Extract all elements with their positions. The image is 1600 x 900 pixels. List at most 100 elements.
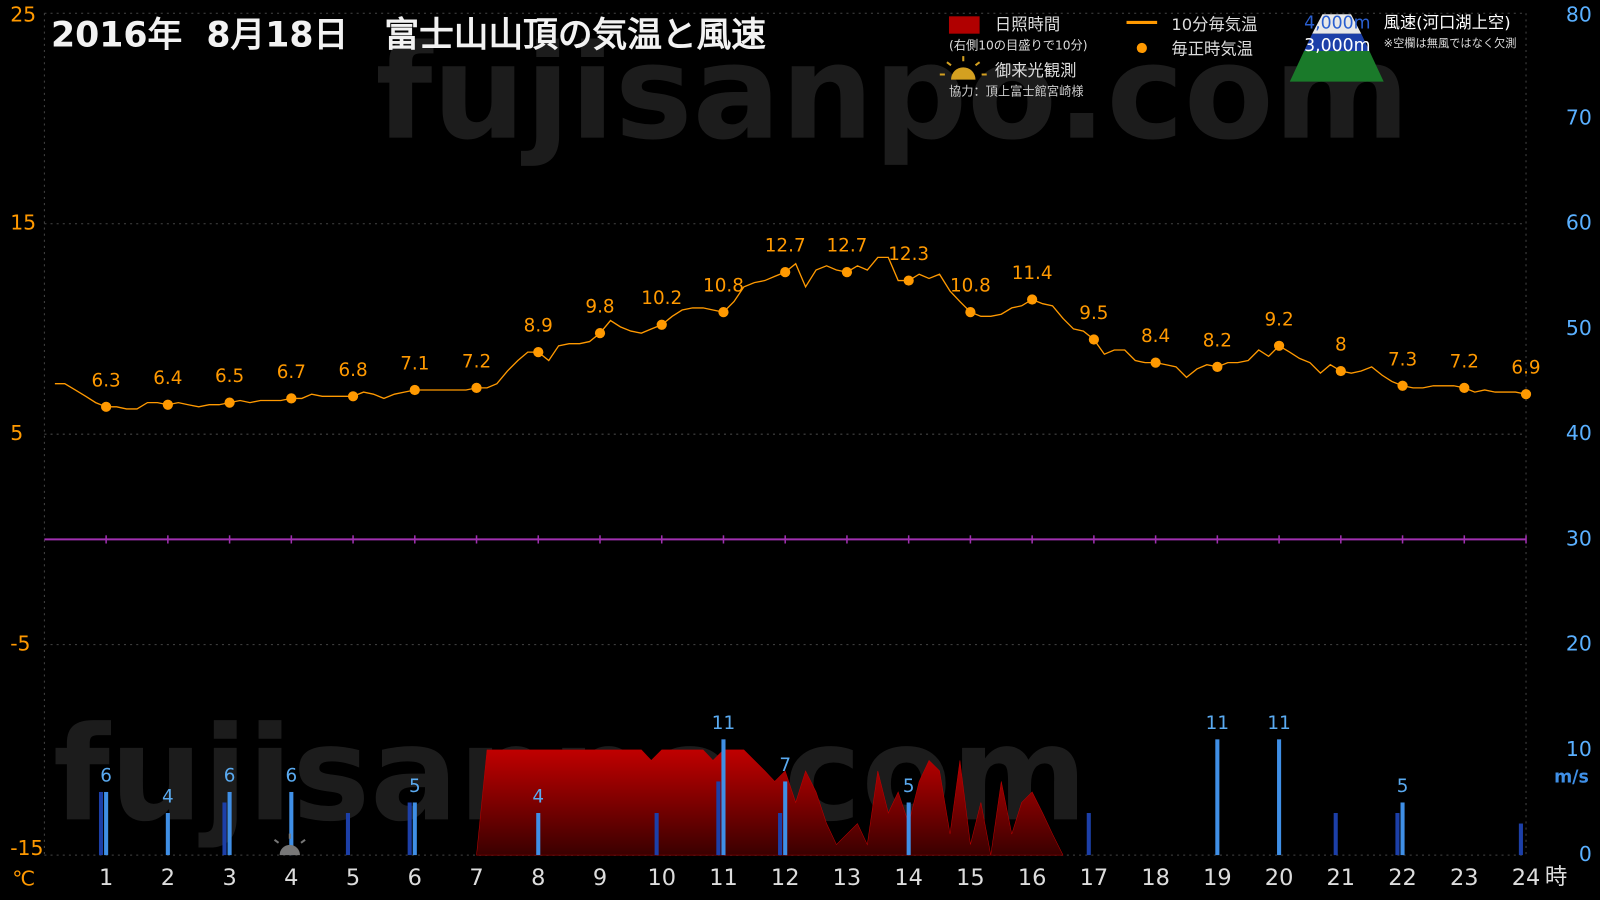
data-label: 8.2 (1203, 330, 1232, 351)
wind-bar (104, 791, 109, 856)
wind-bar (412, 802, 417, 856)
x-tick-label: 23 (1450, 865, 1479, 891)
hourly-point (1212, 361, 1223, 372)
data-label: 6 (285, 766, 297, 787)
x-unit: 時 (1545, 864, 1567, 890)
wind-bar (1086, 813, 1091, 856)
legend-label: 3,000m (1304, 36, 1371, 56)
hourly-point (409, 384, 420, 396)
hourly-point (1335, 365, 1346, 377)
y2-tick-label: 70 (1566, 105, 1592, 129)
data-label: 6.8 (338, 360, 367, 381)
hourly-point (101, 401, 112, 412)
data-label: 10.8 (950, 276, 991, 297)
data-label: 8 (1335, 335, 1347, 356)
data-label: 11 (712, 713, 735, 734)
y2-tick-label: 10 (1566, 737, 1592, 761)
data-label: 5 (409, 776, 421, 797)
y2-tick-label: 40 (1566, 421, 1592, 445)
wind-bar (721, 739, 726, 856)
x-tick-label: 17 (1080, 865, 1109, 891)
legend-label: 毎正時気温 (1171, 40, 1253, 59)
legend-note: (右側10の目盛りで10分) (949, 37, 1088, 52)
x-tick-label: 10 (647, 865, 676, 891)
y2-tick-label: 20 (1566, 632, 1592, 656)
y2-tick-label: 50 (1566, 316, 1592, 340)
x-tick-label: 9 (593, 865, 607, 891)
data-label: 10.2 (641, 288, 682, 309)
data-label: 10.8 (703, 276, 744, 297)
x-tick-label: 15 (956, 865, 985, 891)
data-label: 6 (100, 766, 112, 787)
hourly-point (903, 275, 914, 286)
y-unit: ℃ (12, 867, 35, 891)
x-tick-label: 12 (771, 865, 800, 891)
hourly-point (780, 267, 791, 278)
legend-label: 日照時間 (995, 15, 1060, 34)
x-tick-label: 5 (346, 865, 360, 891)
data-label: 6.7 (277, 362, 306, 383)
data-label: 7 (779, 755, 791, 776)
data-label: 11.4 (1012, 263, 1053, 284)
sun-icon (939, 56, 987, 80)
x-tick-label: 13 (833, 865, 862, 891)
x-tick-label: 22 (1388, 865, 1417, 891)
hourly-point (347, 391, 359, 402)
x-tick-label: 19 (1203, 865, 1232, 891)
wind-bar (783, 781, 788, 856)
x-tick-label: 24 (1512, 865, 1541, 891)
y-tick-label: -5 (10, 632, 30, 656)
hourly-point (162, 399, 173, 410)
hourly-point (656, 319, 667, 330)
data-label: 11 (1206, 713, 1229, 734)
y2-tick-label: 60 (1566, 211, 1592, 235)
data-label: 12.7 (765, 236, 806, 257)
data-label: 5 (1397, 776, 1409, 797)
hourly-point (965, 307, 976, 318)
wind-bar (1277, 739, 1282, 856)
data-label: 12.7 (826, 236, 867, 257)
y2-tick-label: 80 (1566, 2, 1592, 26)
credit: 協力：頂上富士館宮崎様 (949, 83, 1084, 98)
wind-bar (536, 813, 541, 856)
hourly-point (286, 393, 297, 404)
legend-label: 御来光観測 (995, 61, 1077, 80)
x-tick-label: 2 (161, 865, 175, 891)
x-tick-label: 7 (469, 865, 483, 891)
wind-bar (165, 813, 170, 856)
chart-title: 2016年 8月18日 富士山山頂の気温と風速 (51, 15, 766, 56)
y-tick-label: 5 (10, 421, 23, 445)
data-label: 8.4 (1141, 326, 1170, 347)
hourly-point (1027, 294, 1038, 305)
legend-label: 10分毎気温 (1171, 15, 1257, 34)
x-tick-label: 20 (1265, 865, 1294, 891)
y2-tick-label: 0 (1579, 842, 1592, 866)
data-label: 9.2 (1264, 309, 1293, 330)
hourly-point (533, 347, 544, 358)
wind-bar (1395, 813, 1400, 856)
hourly-point (471, 382, 482, 393)
data-label: 4 (162, 787, 174, 808)
data-label: 6.4 (153, 368, 182, 389)
data-label: 9.8 (585, 297, 614, 318)
wind-bar (716, 781, 721, 856)
hourly-point (1459, 382, 1470, 393)
x-tick-label: 11 (709, 865, 738, 891)
sunrise-marker (273, 833, 306, 856)
wind-note: ※空欄は無風ではなく欠測 (1384, 36, 1517, 50)
data-label: 12.3 (888, 244, 929, 265)
y2-unit: m/s (1554, 768, 1589, 788)
data-label: 9.5 (1079, 303, 1108, 324)
wind-bar (407, 802, 412, 856)
wind-bar (1333, 813, 1338, 856)
hourly-point (594, 328, 606, 339)
y-tick-label: 25 (10, 2, 36, 26)
data-label: 7.3 (1388, 349, 1417, 370)
wind-bar (98, 791, 104, 856)
legend-swatch (1136, 42, 1147, 54)
wind-bar (1400, 802, 1405, 856)
data-label: 5 (903, 776, 915, 797)
legend-swatch (948, 16, 980, 34)
